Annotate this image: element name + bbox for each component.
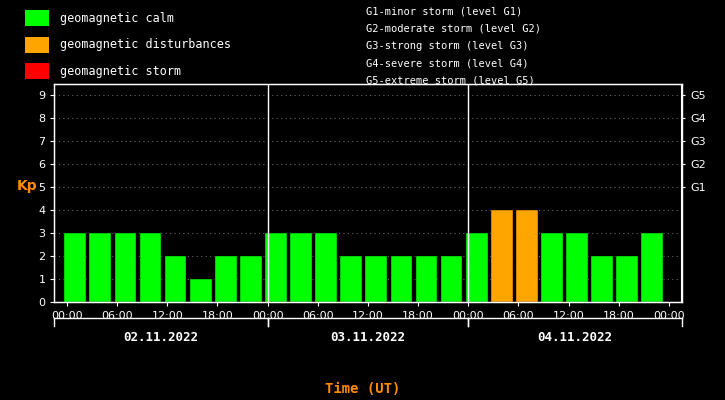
Bar bbox=[240, 256, 262, 302]
Bar bbox=[25, 63, 49, 79]
Bar bbox=[165, 256, 186, 302]
Bar bbox=[365, 256, 387, 302]
Bar bbox=[265, 233, 287, 302]
Text: geomagnetic calm: geomagnetic calm bbox=[59, 12, 174, 25]
Bar bbox=[290, 233, 312, 302]
Bar bbox=[491, 210, 513, 302]
Bar bbox=[190, 279, 212, 302]
Bar bbox=[465, 233, 487, 302]
Bar bbox=[89, 233, 111, 302]
Bar bbox=[340, 256, 362, 302]
Bar bbox=[415, 256, 437, 302]
Text: geomagnetic disturbances: geomagnetic disturbances bbox=[59, 38, 231, 51]
Bar bbox=[215, 256, 236, 302]
Bar bbox=[315, 233, 337, 302]
Text: G3-strong storm (level G3): G3-strong storm (level G3) bbox=[366, 41, 529, 51]
Bar bbox=[591, 256, 613, 302]
Text: Time (UT): Time (UT) bbox=[325, 382, 400, 396]
Bar bbox=[566, 233, 588, 302]
Bar bbox=[642, 233, 663, 302]
Text: G1-minor storm (level G1): G1-minor storm (level G1) bbox=[366, 6, 522, 16]
Text: 03.11.2022: 03.11.2022 bbox=[331, 332, 405, 344]
Text: 02.11.2022: 02.11.2022 bbox=[123, 332, 199, 344]
Bar bbox=[516, 210, 538, 302]
Y-axis label: Kp: Kp bbox=[17, 179, 38, 193]
Bar bbox=[25, 10, 49, 26]
Text: 04.11.2022: 04.11.2022 bbox=[537, 332, 613, 344]
Bar bbox=[25, 37, 49, 53]
Text: geomagnetic storm: geomagnetic storm bbox=[59, 65, 181, 78]
Bar bbox=[140, 233, 162, 302]
Text: G5-extreme storm (level G5): G5-extreme storm (level G5) bbox=[366, 75, 535, 85]
Text: G4-severe storm (level G4): G4-severe storm (level G4) bbox=[366, 58, 529, 68]
Bar bbox=[65, 233, 86, 302]
Bar bbox=[391, 256, 413, 302]
Bar bbox=[616, 256, 638, 302]
Bar bbox=[441, 256, 463, 302]
Bar bbox=[115, 233, 136, 302]
Text: G2-moderate storm (level G2): G2-moderate storm (level G2) bbox=[366, 24, 541, 34]
Bar bbox=[541, 233, 563, 302]
